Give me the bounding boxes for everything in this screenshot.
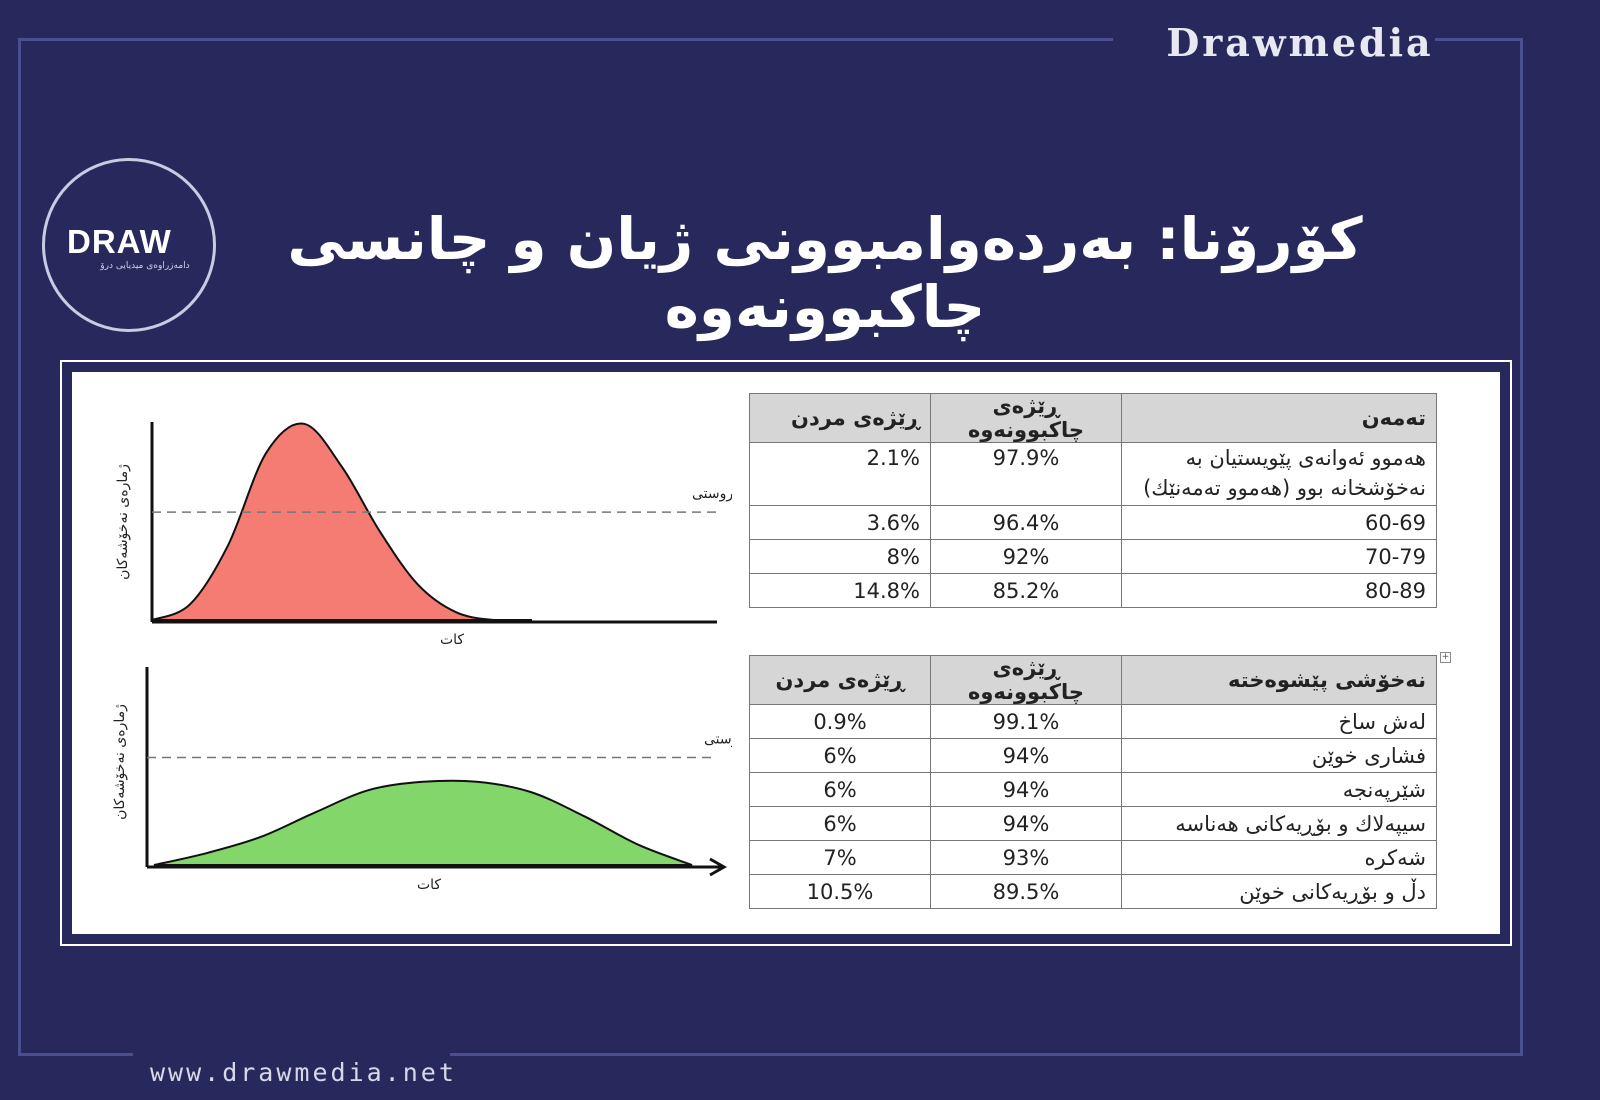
capacity-threshold-label: ئاستی توانای سیستەمی تەندروستی bbox=[704, 731, 732, 747]
logo-word: DRAW bbox=[67, 223, 172, 260]
frame-left bbox=[18, 38, 21, 1056]
header-death-rate: ڕێژەی مردن bbox=[749, 655, 931, 705]
peak-curve-chart: ئاستی توانای سیستەمی تەندروستی کات ژمارە… bbox=[115, 422, 732, 648]
header-recovery-rate: ڕێژەی چاکبوونەوە bbox=[930, 393, 1122, 443]
content-panel-inner: ئاستی توانای سیستەمی تەندروستی کات ژمارە… bbox=[72, 372, 1500, 934]
cell-condition: لەش ساخ bbox=[1121, 704, 1437, 739]
frame-top-left bbox=[18, 38, 1113, 41]
x-axis-arrowhead bbox=[709, 857, 728, 877]
page-title: کۆرۆنا: بەردەوامبوونی ژیان و چانسی چاکبو… bbox=[287, 205, 1363, 341]
cell-condition: سیپەلاك و بۆڕیەکانی هەناسە bbox=[1121, 806, 1437, 841]
flat-curve-chart: ئاستی توانای سیستەمی تەندروستی کات ژمارە… bbox=[112, 667, 732, 893]
header-condition: نەخۆشی پێشوەختە bbox=[1121, 655, 1437, 705]
table-row: 80-89 85.2% 14.8% bbox=[749, 573, 1437, 608]
cell-recovery-rate: 93% bbox=[930, 840, 1122, 875]
table-row: سیپەلاك و بۆڕیەکانی هەناسە 94% 6% bbox=[749, 806, 1437, 841]
cell-death-rate: 2.1% bbox=[749, 442, 931, 506]
flat-curve-area bbox=[153, 779, 693, 866]
cell-age: 80-89 bbox=[1121, 573, 1437, 608]
logo-subtitle: دامەزراوەی میدیایی درۆ bbox=[100, 261, 190, 271]
cell-condition: فشاری خوێن bbox=[1121, 738, 1437, 773]
cell-recovery-rate: 94% bbox=[930, 806, 1122, 841]
frame-bottom-right bbox=[450, 1053, 1523, 1056]
table-header-row: تەمەن ڕێژەی چاکبوونەوە ڕێژەی مردن bbox=[749, 393, 1437, 443]
cell-recovery-rate: 96.4% bbox=[930, 505, 1122, 540]
table-row: فشاری خوێن 94% 6% bbox=[749, 738, 1437, 773]
table-row: دڵ و بۆڕیەکانی خوێن 89.5% 10.5% bbox=[749, 874, 1437, 909]
cell-death-rate: 6% bbox=[749, 772, 931, 807]
table-header-row: نەخۆشی پێشوەختە ڕێژەی چاکبوونەوە ڕێژەی م… bbox=[749, 655, 1437, 705]
cell-death-rate: 6% bbox=[749, 738, 931, 773]
draw-logo: DRAW دامەزراوەی میدیایی درۆ bbox=[42, 158, 216, 332]
table-row: 60-69 96.4% 3.6% bbox=[749, 505, 1437, 540]
x-axis-label: کات bbox=[440, 632, 464, 648]
frame-top-right bbox=[1435, 38, 1523, 41]
table-move-handle[interactable]: + bbox=[1440, 652, 1451, 663]
header-death-rate: ڕێژەی مردن bbox=[749, 393, 931, 443]
peak-curve-area bbox=[151, 422, 533, 622]
y-axis-label: ژمارەی نەخۆشەکان bbox=[115, 464, 131, 580]
age-recovery-table: تەمەن ڕێژەی چاکبوونەوە ڕێژەی مردن هەموو … bbox=[749, 393, 1437, 608]
cell-age: 70-79 bbox=[1121, 539, 1437, 574]
cell-death-rate: 3.6% bbox=[749, 505, 931, 540]
header-recovery-rate: ڕێژەی چاکبوونەوە bbox=[930, 655, 1122, 705]
cell-age: 60-69 bbox=[1121, 505, 1437, 540]
cell-recovery-rate: 94% bbox=[930, 772, 1122, 807]
capacity-threshold-label: ئاستی توانای سیستەمی تەندروستی bbox=[692, 486, 732, 502]
table-row: 70-79 92% 8% bbox=[749, 539, 1437, 574]
cell-condition: شەکرە bbox=[1121, 840, 1437, 875]
website-url[interactable]: www.drawmedia.net bbox=[150, 1058, 457, 1087]
condition-recovery-table: نەخۆشی پێشوەختە ڕێژەی چاکبوونەوە ڕێژەی م… bbox=[749, 655, 1437, 909]
cell-recovery-rate: 99.1% bbox=[930, 704, 1122, 739]
cell-death-rate: 7% bbox=[749, 840, 931, 875]
header-age: تەمەن bbox=[1121, 393, 1437, 443]
cell-recovery-rate: 97.9% bbox=[930, 442, 1122, 506]
frame-bottom-left bbox=[18, 1053, 133, 1056]
cell-age: هەموو ئەوانەی پێویستیان بە نەخۆشخانە بوو… bbox=[1121, 442, 1437, 506]
cell-condition: شێرپەنجە bbox=[1121, 772, 1437, 807]
table-row: شێرپەنجە 94% 6% bbox=[749, 772, 1437, 807]
cell-recovery-rate: 92% bbox=[930, 539, 1122, 574]
content-panel: ئاستی توانای سیستەمی تەندروستی کات ژمارە… bbox=[60, 360, 1512, 946]
cell-recovery-rate: 85.2% bbox=[930, 573, 1122, 608]
table-row: هەموو ئەوانەی پێویستیان بە نەخۆشخانە بوو… bbox=[749, 442, 1437, 506]
cell-death-rate: 6% bbox=[749, 806, 931, 841]
cell-recovery-rate: 94% bbox=[930, 738, 1122, 773]
frame-right bbox=[1520, 38, 1523, 1056]
cell-death-rate: 0.9% bbox=[749, 704, 931, 739]
cell-death-rate: 14.8% bbox=[749, 573, 931, 608]
x-axis-label: کات bbox=[417, 877, 441, 893]
brand-name: Drawmedia bbox=[1166, 20, 1434, 65]
cell-death-rate: 8% bbox=[749, 539, 931, 574]
table-row: شەکرە 93% 7% bbox=[749, 840, 1437, 875]
y-axis-label: ژمارەی نەخۆشەکان bbox=[112, 704, 128, 820]
table-row: لەش ساخ 99.1% 0.9% bbox=[749, 704, 1437, 739]
cell-death-rate: 10.5% bbox=[749, 874, 931, 909]
cell-condition: دڵ و بۆڕیەکانی خوێن bbox=[1121, 874, 1437, 909]
cell-recovery-rate: 89.5% bbox=[930, 874, 1122, 909]
